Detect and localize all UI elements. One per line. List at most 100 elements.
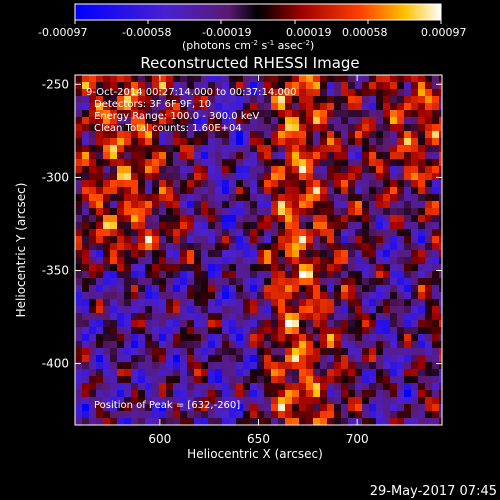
heatmap-cell xyxy=(348,110,355,117)
heatmap-cell xyxy=(250,369,257,376)
heatmap-cell xyxy=(222,355,229,362)
heatmap-cell xyxy=(362,306,369,313)
heatmap-cell xyxy=(432,264,439,271)
heatmap-cell xyxy=(145,173,152,180)
heatmap-cell xyxy=(299,159,306,166)
heatmap-cell xyxy=(355,271,362,278)
heatmap-cell xyxy=(250,201,257,208)
heatmap-cell xyxy=(89,292,96,299)
heatmap-cell xyxy=(404,187,411,194)
heatmap-cell xyxy=(75,327,82,334)
heatmap-cell xyxy=(306,166,313,173)
heatmap-cell xyxy=(215,82,222,89)
heatmap-cell xyxy=(439,285,442,292)
heatmap-cell xyxy=(257,257,264,264)
heatmap-cell xyxy=(397,334,404,341)
heatmap-cell xyxy=(180,418,187,425)
heatmap-cell xyxy=(376,89,383,96)
heatmap-cell xyxy=(278,334,285,341)
heatmap-cell xyxy=(390,131,397,138)
heatmap-cell xyxy=(110,327,117,334)
heatmap-cell xyxy=(418,166,425,173)
heatmap-cell xyxy=(439,96,442,103)
heatmap-cell xyxy=(271,369,278,376)
heatmap-cell xyxy=(138,236,145,243)
heatmap-cell xyxy=(299,257,306,264)
heatmap-cell xyxy=(96,327,103,334)
heatmap-cell xyxy=(229,369,236,376)
heatmap-cell xyxy=(362,152,369,159)
heatmap-cell xyxy=(152,208,159,215)
heatmap-cell xyxy=(96,110,103,117)
heatmap-cell xyxy=(222,334,229,341)
heatmap-cell xyxy=(145,89,152,96)
heatmap-cell xyxy=(159,271,166,278)
heatmap-cell xyxy=(89,124,96,131)
heatmap-cell xyxy=(208,166,215,173)
heatmap-cell xyxy=(369,236,376,243)
heatmap-cell xyxy=(313,334,320,341)
heatmap-cell xyxy=(257,411,264,418)
heatmap-cell xyxy=(292,180,299,187)
heatmap-cell xyxy=(278,285,285,292)
heatmap-cell xyxy=(152,75,159,82)
heatmap-cell xyxy=(145,145,152,152)
heatmap-cell xyxy=(369,355,376,362)
heatmap-cell xyxy=(313,299,320,306)
heatmap-cell xyxy=(397,159,404,166)
x-tick-label: 700 xyxy=(346,432,369,446)
heatmap-cell xyxy=(376,145,383,152)
heatmap-cell xyxy=(96,173,103,180)
heatmap-cell xyxy=(439,334,442,341)
heatmap-cell xyxy=(131,411,138,418)
heatmap-cell xyxy=(278,278,285,285)
heatmap-cell xyxy=(432,257,439,264)
heatmap-cell xyxy=(117,362,124,369)
heatmap-cell xyxy=(425,96,432,103)
heatmap-cell xyxy=(411,397,418,404)
heatmap-cell xyxy=(390,355,397,362)
heatmap-cell xyxy=(75,187,82,194)
heatmap-cell xyxy=(299,75,306,82)
heatmap-cell xyxy=(138,131,145,138)
heatmap-cell xyxy=(89,229,96,236)
heatmap-cell xyxy=(418,285,425,292)
heatmap-cell xyxy=(89,208,96,215)
heatmap-cell xyxy=(201,180,208,187)
heatmap-cell xyxy=(215,320,222,327)
heatmap-cell xyxy=(369,145,376,152)
heatmap-cell xyxy=(348,320,355,327)
heatmap-cell xyxy=(397,369,404,376)
heatmap-cell xyxy=(383,159,390,166)
heatmap-cell xyxy=(278,180,285,187)
heatmap-cell xyxy=(82,355,89,362)
heatmap-cell xyxy=(411,145,418,152)
heatmap-cell xyxy=(152,117,159,124)
heatmap-cell xyxy=(292,103,299,110)
heatmap-cell xyxy=(313,313,320,320)
heatmap-cell xyxy=(194,201,201,208)
heatmap-cell xyxy=(96,355,103,362)
heatmap-cell xyxy=(222,208,229,215)
heatmap-cell xyxy=(355,278,362,285)
heatmap-cell xyxy=(215,292,222,299)
heatmap-cell xyxy=(271,103,278,110)
heatmap-cell xyxy=(348,96,355,103)
heatmap-cell xyxy=(159,145,166,152)
heatmap-cell xyxy=(306,404,313,411)
heatmap-cell xyxy=(292,110,299,117)
heatmap-cell xyxy=(369,348,376,355)
heatmap-cell xyxy=(82,201,89,208)
heatmap-cell xyxy=(187,138,194,145)
heatmap-cell xyxy=(208,320,215,327)
heatmap-cell xyxy=(208,243,215,250)
heatmap-cell xyxy=(418,418,425,425)
heatmap-cell xyxy=(159,131,166,138)
heatmap-cell xyxy=(82,208,89,215)
heatmap-cell xyxy=(201,194,208,201)
heatmap-cell xyxy=(292,89,299,96)
heatmap-cell xyxy=(425,390,432,397)
heatmap-cell xyxy=(145,166,152,173)
heatmap-cell xyxy=(75,369,82,376)
heatmap-cell xyxy=(404,173,411,180)
